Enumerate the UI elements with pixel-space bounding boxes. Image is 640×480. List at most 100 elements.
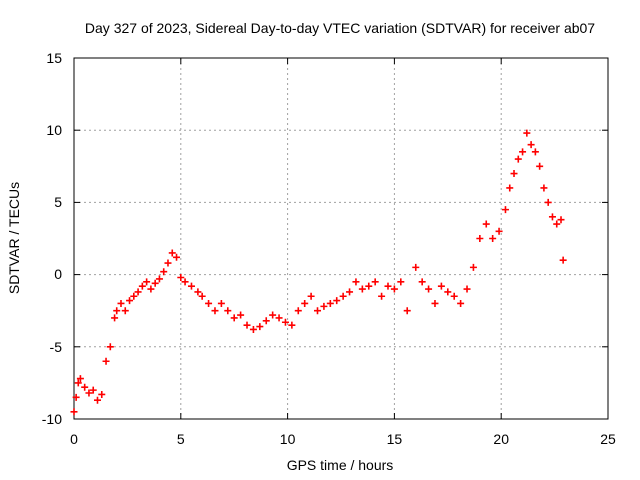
data-point — [559, 256, 567, 264]
data-point — [230, 314, 238, 322]
data-point — [339, 292, 347, 300]
data-point — [536, 162, 544, 170]
data-point — [151, 279, 159, 287]
data-point — [249, 325, 257, 333]
data-point — [519, 148, 527, 156]
data-point — [450, 292, 458, 300]
data-point — [138, 282, 146, 290]
data-point — [540, 184, 548, 192]
x-tick-label-20: 20 — [493, 431, 509, 447]
data-point — [333, 297, 341, 305]
data-point — [544, 198, 552, 206]
data-point — [457, 299, 465, 307]
y-tick-label-10: 10 — [46, 122, 62, 138]
x-tick-label-0: 0 — [70, 431, 78, 447]
data-point — [531, 148, 539, 156]
data-point — [378, 292, 386, 300]
data-point — [111, 314, 119, 322]
data-point — [256, 323, 264, 331]
data-series — [70, 129, 567, 416]
data-point — [553, 220, 561, 228]
data-point — [155, 275, 163, 283]
data-point — [160, 268, 168, 276]
data-point — [463, 285, 471, 293]
y-tick-label-0: 0 — [54, 266, 62, 282]
chart-title: Day 327 of 2023, Sidereal Day-to-day VTE… — [85, 20, 595, 36]
data-point — [514, 155, 522, 163]
data-point — [168, 249, 176, 257]
data-point — [326, 299, 334, 307]
x-tick-label-10: 10 — [280, 431, 296, 447]
data-point — [98, 390, 106, 398]
y-tick-label-neg5: -5 — [50, 339, 63, 355]
data-point — [403, 307, 411, 315]
data-point — [187, 282, 195, 290]
data-point — [501, 206, 509, 214]
y-axis-label: SDTVAR / TECUs — [6, 182, 22, 294]
data-point — [89, 386, 97, 394]
data-point — [85, 389, 93, 397]
data-point — [314, 307, 322, 315]
data-point — [527, 141, 535, 149]
x-tick-label-25: 25 — [600, 431, 616, 447]
plot-frame — [73, 57, 609, 420]
x-tick-label-5: 5 — [177, 431, 185, 447]
data-point — [76, 375, 84, 383]
data-point — [301, 299, 309, 307]
data-point — [437, 282, 445, 290]
axis-ticks — [73, 57, 609, 420]
data-point — [371, 278, 379, 286]
x-axis-label: GPS time / hours — [287, 457, 394, 473]
data-point — [482, 220, 490, 228]
data-point — [211, 307, 219, 315]
grid-lines — [74, 58, 608, 419]
data-point — [294, 307, 302, 315]
data-point — [93, 396, 101, 404]
data-point — [469, 263, 477, 271]
data-point — [130, 292, 138, 300]
data-point — [243, 321, 251, 329]
data-point — [181, 278, 189, 286]
data-point — [106, 343, 114, 351]
data-point — [198, 292, 206, 300]
data-point — [74, 379, 82, 387]
data-point — [444, 288, 452, 296]
data-point — [397, 278, 405, 286]
data-point — [346, 288, 354, 296]
data-point — [288, 321, 296, 329]
data-point — [275, 314, 283, 322]
data-point — [557, 216, 565, 224]
data-point — [412, 263, 420, 271]
data-point — [262, 317, 270, 325]
data-point — [121, 307, 129, 315]
data-point — [510, 170, 518, 178]
data-point — [358, 285, 366, 293]
data-point — [269, 311, 277, 319]
data-point — [173, 253, 181, 261]
data-point — [495, 227, 503, 235]
data-point — [237, 311, 245, 319]
data-point — [476, 235, 484, 242]
data-point — [489, 235, 497, 242]
data-point — [205, 299, 213, 307]
data-point — [134, 288, 142, 296]
data-point — [548, 213, 556, 221]
data-point — [281, 318, 289, 326]
data-point — [126, 297, 134, 305]
data-point — [352, 278, 360, 286]
data-point — [81, 383, 89, 391]
data-point — [390, 285, 398, 293]
y-tick-label-5: 5 — [54, 194, 62, 210]
data-point — [164, 259, 172, 267]
y-tick-label-neg10: -10 — [42, 411, 62, 427]
data-point — [143, 278, 151, 286]
data-point — [147, 285, 155, 293]
data-point — [506, 184, 514, 192]
y-tick-label-15: 15 — [46, 50, 62, 66]
data-point — [523, 129, 531, 137]
data-point — [431, 299, 439, 307]
data-point — [113, 307, 121, 315]
data-point — [418, 278, 426, 286]
data-point — [425, 285, 433, 293]
